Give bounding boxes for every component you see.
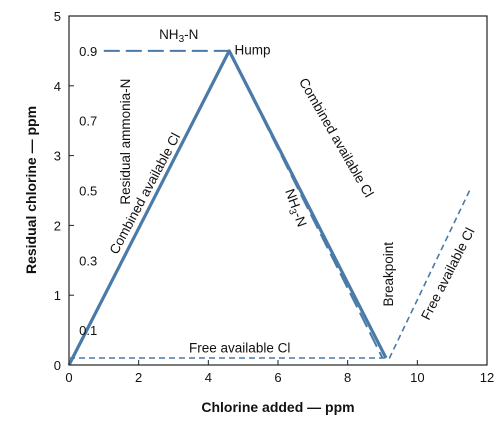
ammonia-scale-label: 0.5	[79, 184, 97, 199]
series-line-long-dash	[103, 49, 384, 359]
annotation-label: Combined available Cl	[296, 75, 377, 199]
ammonia-scale-label: 0.3	[79, 253, 97, 268]
y-tick-label: 5	[54, 9, 61, 24]
series-line-short-dash	[69, 190, 471, 359]
x-axis-title: Chlorine added — ppm	[201, 399, 354, 415]
annotation-label: Hump	[234, 42, 270, 57]
y-axis-title: Residual chlorine — ppm	[23, 106, 39, 274]
x-tick-label: 6	[274, 370, 281, 385]
x-tick-label: 8	[344, 370, 351, 385]
y-tick-label: 4	[54, 79, 61, 94]
y-tick-label: 1	[54, 288, 61, 303]
x-tick-label: 0	[65, 370, 72, 385]
x-tick-label: 4	[205, 370, 212, 385]
annotations-group: Residual ammonia-N Combined available Cl H…	[106, 26, 477, 355]
ammonia-scale-label: 0.1	[79, 323, 97, 338]
series-group	[67, 49, 471, 366]
nh3-n-label: NH3-N	[280, 187, 310, 230]
x-tick-label: 10	[410, 370, 424, 385]
annotation-label: Residual ammonia-N	[118, 79, 133, 205]
y-tick-label: 3	[54, 149, 61, 164]
annotation-label: Breakpoint	[381, 242, 396, 307]
y-tick-label: 0	[54, 358, 61, 373]
x-tick-label: 2	[135, 370, 142, 385]
annotation-label: Free available Cl	[418, 225, 477, 322]
ammonia-scale-label: 0.9	[79, 44, 97, 59]
series-line-solid-thick	[67, 49, 388, 366]
annotation-label: Free available Cl	[189, 341, 290, 356]
x-tick-label: 12	[480, 370, 494, 385]
y-tick-label: 2	[54, 218, 61, 233]
nh3-n-label: NH3-N	[159, 26, 198, 44]
ammonia-scale-label: 0.7	[79, 114, 97, 129]
